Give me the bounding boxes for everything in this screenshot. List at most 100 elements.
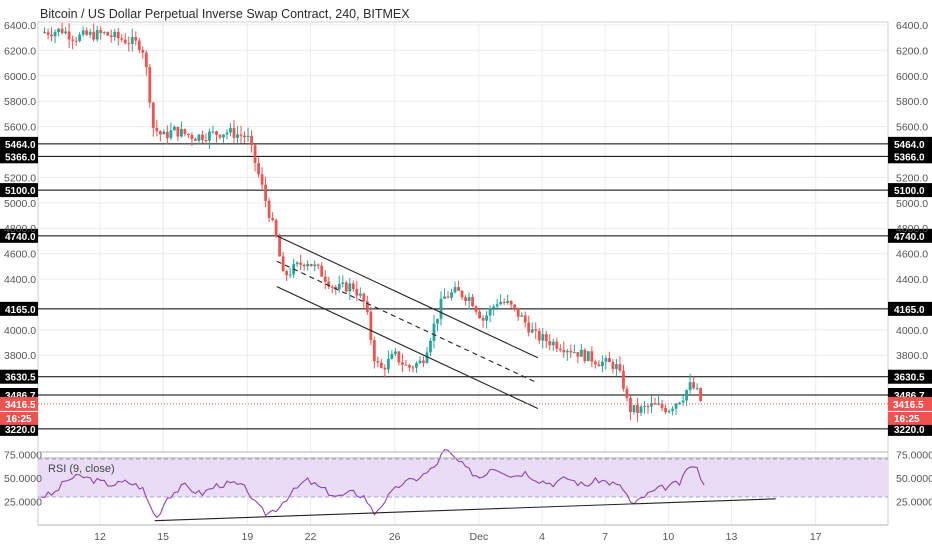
candle-body [327,281,331,287]
candle-body [197,134,201,141]
candle-body [78,34,82,41]
price-tick-label-right: 6400.0 [896,20,928,32]
candle-body [211,131,215,133]
candle-body [674,403,678,409]
level-badge-right [888,228,932,243]
level-label-right: 5100.0 [894,186,925,197]
candle-body [187,133,190,135]
level-badge-right [888,183,932,198]
candle-body [148,67,152,103]
candle-body [116,31,120,39]
price-tick-label-left: 6400.0 [4,20,36,32]
candle-body [127,43,131,45]
channel-lines[interactable] [276,235,539,410]
candle-body [457,286,460,291]
candle-body [408,365,411,368]
price-tick-label-right: 4800.0 [896,223,928,235]
candle-body [190,134,194,139]
candle-body [579,349,583,357]
candle-body [257,163,260,175]
level-badge-right [888,149,932,164]
level-label-left: 3630.5 [5,373,36,384]
candle-body [351,283,355,289]
candle-body [155,127,159,132]
candle-body [653,403,657,405]
candle-body [527,322,531,333]
candle-body [281,256,285,272]
price-tick-label-left: 5000.0 [4,198,36,210]
candle-body [488,308,492,316]
candle-body [43,32,46,34]
chart-title: Bitcoin / US Dollar Perpetual Inverse Sw… [40,7,410,21]
candle-body [502,302,506,304]
grid [37,21,889,526]
channel-midline[interactable] [276,260,539,384]
candle-body [288,274,292,276]
candle-body [544,334,548,342]
candle-body [74,40,78,42]
price-tick-label-right: 3800.0 [896,350,928,362]
candle-body [165,131,169,139]
candle-body [618,364,622,371]
candle-body [60,28,64,34]
candle-body [622,370,625,389]
candle-body [330,286,334,288]
candle-body [699,388,703,401]
x-tick-label: 13 [726,531,738,543]
candle-body [506,300,510,303]
candle-body [88,31,92,35]
candle-body [113,31,117,38]
channel-line[interactable] [276,286,539,410]
candle-body [565,350,569,353]
candle-body [534,329,538,331]
rsi-band [38,459,888,497]
candle-body [46,32,50,35]
price-tick-label-right: 6000.0 [896,71,928,83]
last-price-badge-right [888,396,932,411]
candle-body [411,367,415,369]
price-tick-label-right: 5200.0 [896,172,928,184]
x-tick-label: 15 [157,531,169,543]
candle-body [443,296,446,299]
level-badge-left [0,421,38,436]
candle-body [390,353,394,359]
candle-body [660,403,664,408]
level-label-left: 3486.7 [5,391,36,402]
candle-body [151,102,155,128]
candle-body [95,30,99,40]
candle-body [169,130,173,139]
x-tick-label: 22 [305,531,317,543]
candle-body [141,49,145,53]
candle-body [130,37,134,44]
candle-body [267,200,271,219]
price-tick-label-left: 4000.0 [4,325,36,337]
candle-body [85,30,89,35]
candle-body [260,174,264,185]
candle-body [337,283,341,290]
rsi-trendline[interactable] [154,498,776,522]
candle-body [355,288,359,296]
channel-line[interactable] [276,235,539,359]
price-tick-label-left: 4800.0 [4,223,36,235]
x-tick-label: 4 [539,531,545,543]
candle-body [264,184,267,201]
candle-body [57,28,61,32]
level-badge-right [888,369,932,384]
candles [43,22,703,422]
price-tick-label-right: 4000.0 [896,325,928,337]
level-label-right: 5464.0 [894,140,925,151]
candle-body [99,30,103,33]
level-badge-left [0,183,38,198]
candle-body [541,334,545,341]
price-tick-label-left: 4400.0 [4,274,36,286]
candle-body [636,405,639,413]
price-tick-label-left: 3800.0 [4,350,36,362]
price-tick-label-left: 6000.0 [4,71,36,83]
candle-body [509,300,513,305]
candle-body [422,360,425,364]
last-price-label-right: 3416.5 [893,400,924,411]
level-badge-right [888,136,932,151]
candle-body [425,352,429,364]
price-tick-label-right: 4400.0 [896,274,928,286]
